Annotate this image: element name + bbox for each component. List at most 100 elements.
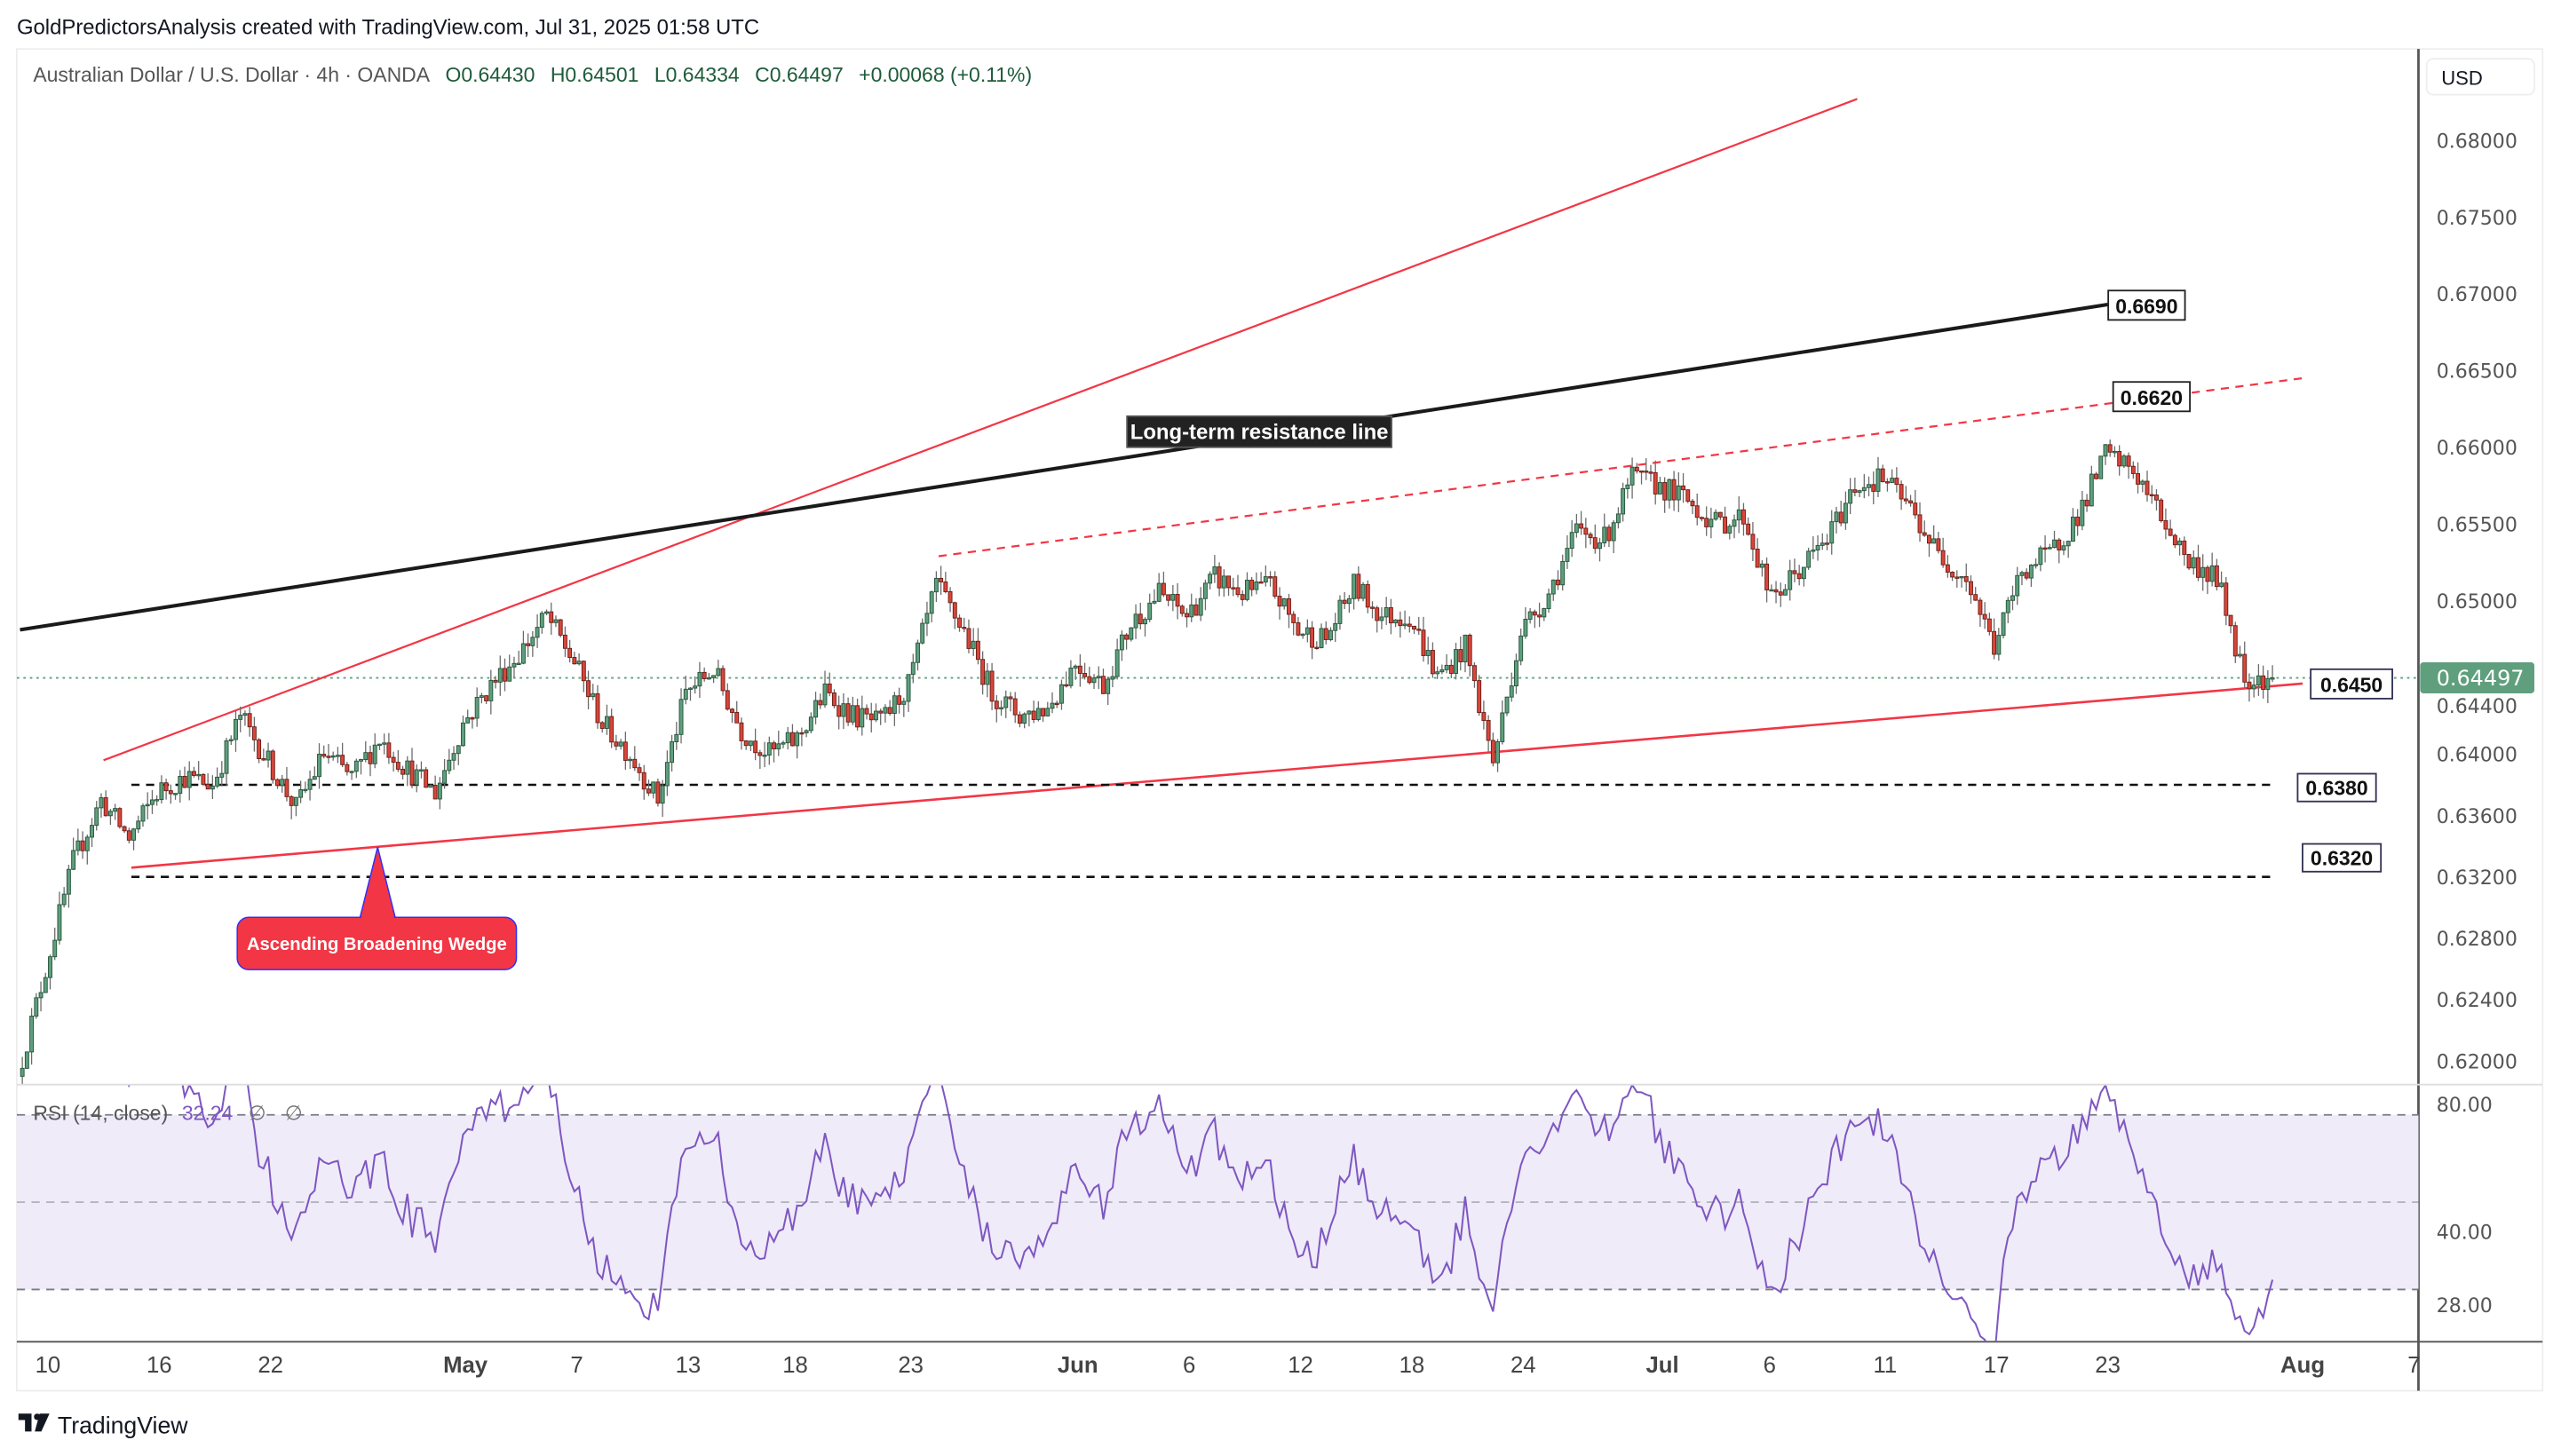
candle-body bbox=[251, 726, 257, 740]
candle-body bbox=[1439, 669, 1445, 673]
candle bbox=[549, 602, 554, 635]
candle-body bbox=[1690, 501, 1695, 507]
candle-body bbox=[1435, 671, 1440, 675]
candle-body bbox=[1500, 712, 1505, 742]
level-label-6380[interactable]: 0.6380 bbox=[2296, 772, 2377, 803]
rsi-axis[interactable]: 80.00 40.00 28.00 bbox=[2437, 1095, 2493, 1318]
candle-body bbox=[405, 760, 410, 775]
candle bbox=[1235, 574, 1241, 597]
candle-body bbox=[1713, 511, 1718, 520]
candle-body bbox=[980, 659, 986, 685]
candle bbox=[526, 633, 531, 658]
level-6690-text: 0.6690 bbox=[2115, 295, 2177, 318]
candle bbox=[2261, 665, 2266, 699]
legend-close: C0.64497 bbox=[755, 63, 844, 86]
currency-label: USD bbox=[2441, 67, 2483, 90]
candle-body bbox=[75, 840, 81, 851]
candle bbox=[576, 653, 582, 666]
price-tick: 0.62800 bbox=[2437, 929, 2517, 951]
resistance-label[interactable]: Long-term resistance line bbox=[1126, 415, 1392, 448]
candle-body bbox=[845, 703, 851, 723]
candle bbox=[20, 1056, 25, 1084]
candle bbox=[1370, 601, 1375, 619]
candle bbox=[697, 661, 702, 699]
level-label-6320[interactable]: 0.6320 bbox=[2302, 843, 2383, 873]
candle-body bbox=[1509, 685, 1514, 698]
candle bbox=[2117, 445, 2122, 476]
candle bbox=[257, 738, 262, 764]
candle-body bbox=[1954, 576, 1960, 579]
price-tick: 0.63200 bbox=[2437, 867, 2517, 890]
candle-body bbox=[391, 756, 396, 764]
candle bbox=[1402, 610, 1407, 629]
candle-body bbox=[1709, 518, 1714, 527]
candle-body bbox=[1685, 489, 1691, 502]
level-label-6450[interactable]: 0.6450 bbox=[2310, 668, 2393, 700]
candle-body bbox=[1913, 502, 1918, 516]
candle-body bbox=[836, 705, 842, 717]
wedge-label[interactable]: Ascending Broadening Wedge bbox=[236, 847, 518, 970]
candle-body bbox=[1992, 630, 1997, 655]
candle bbox=[1973, 587, 1978, 601]
candle-body bbox=[753, 740, 758, 754]
level-label-6620[interactable]: 0.6620 bbox=[2112, 381, 2191, 413]
candle-body bbox=[553, 619, 559, 623]
rsi-legend[interactable]: RSI (14, close) 32.24 ∅ ∅ bbox=[33, 1101, 303, 1124]
currency-button[interactable]: USD bbox=[2425, 58, 2535, 96]
candle-body bbox=[242, 713, 248, 716]
candle bbox=[1621, 482, 1626, 522]
candle-body bbox=[80, 840, 85, 851]
candle-body bbox=[1189, 604, 1194, 618]
candle-body bbox=[655, 781, 661, 804]
tradingview-logo[interactable]: TradingView bbox=[18, 1412, 188, 1438]
candle-body bbox=[2232, 625, 2238, 657]
candle bbox=[1662, 477, 1668, 513]
candle bbox=[1249, 577, 1255, 597]
candle-body bbox=[1996, 635, 2002, 655]
current-price-badge: 0.64497 bbox=[2420, 662, 2535, 693]
candle bbox=[2265, 669, 2271, 704]
candle bbox=[1583, 518, 1589, 549]
level-label-6690[interactable]: 0.6690 bbox=[2107, 289, 2186, 321]
candle-body bbox=[1486, 720, 1491, 741]
candle bbox=[1700, 516, 1704, 522]
price-axis[interactable]: 0.68000 0.67500 0.67000 0.66500 0.66000 0.655… bbox=[2437, 131, 2517, 1073]
candle bbox=[832, 689, 836, 708]
time-axis[interactable]: 10 16 22 May 7 13 18 23 Jun 6 12 18 24 Jul 6 11 17 23 Aug 7 bbox=[36, 1353, 2421, 1378]
tradingview-brand: TradingView bbox=[58, 1412, 188, 1438]
price-tick: 0.62400 bbox=[2437, 990, 2517, 1012]
symbol-legend[interactable]: Australian Dollar / U.S. Dollar · 4h · O… bbox=[33, 63, 1032, 86]
candle-body bbox=[1796, 573, 1802, 580]
candle-body bbox=[688, 687, 693, 691]
rsi-pane[interactable] bbox=[16, 998, 2419, 1361]
candle bbox=[1147, 593, 1153, 622]
candle bbox=[1291, 611, 1296, 636]
candle bbox=[595, 684, 600, 729]
candle bbox=[572, 652, 577, 665]
wedge-label-text: Ascending Broadening Wedge bbox=[247, 935, 507, 954]
candle bbox=[1129, 627, 1134, 642]
candle bbox=[910, 653, 916, 684]
candle bbox=[757, 749, 763, 770]
candle bbox=[1639, 471, 1644, 485]
candle-body bbox=[567, 647, 573, 658]
candle-body bbox=[622, 741, 628, 761]
candle-body bbox=[1059, 684, 1064, 704]
candle bbox=[2209, 552, 2215, 587]
candle-body bbox=[2057, 539, 2062, 550]
candle bbox=[1393, 619, 1399, 628]
candle-body bbox=[442, 770, 448, 784]
candle-body bbox=[2186, 554, 2192, 569]
price-tick: 0.64400 bbox=[2437, 696, 2517, 718]
candle bbox=[224, 738, 229, 786]
candle bbox=[748, 740, 753, 751]
candle bbox=[1416, 616, 1422, 636]
candle bbox=[2159, 497, 2164, 523]
price-pane[interactable] bbox=[16, 98, 2419, 1089]
candle bbox=[2047, 543, 2052, 550]
candle bbox=[2019, 570, 2025, 586]
candle bbox=[1648, 464, 1653, 482]
candle bbox=[24, 1051, 29, 1070]
candle bbox=[1407, 616, 1412, 633]
